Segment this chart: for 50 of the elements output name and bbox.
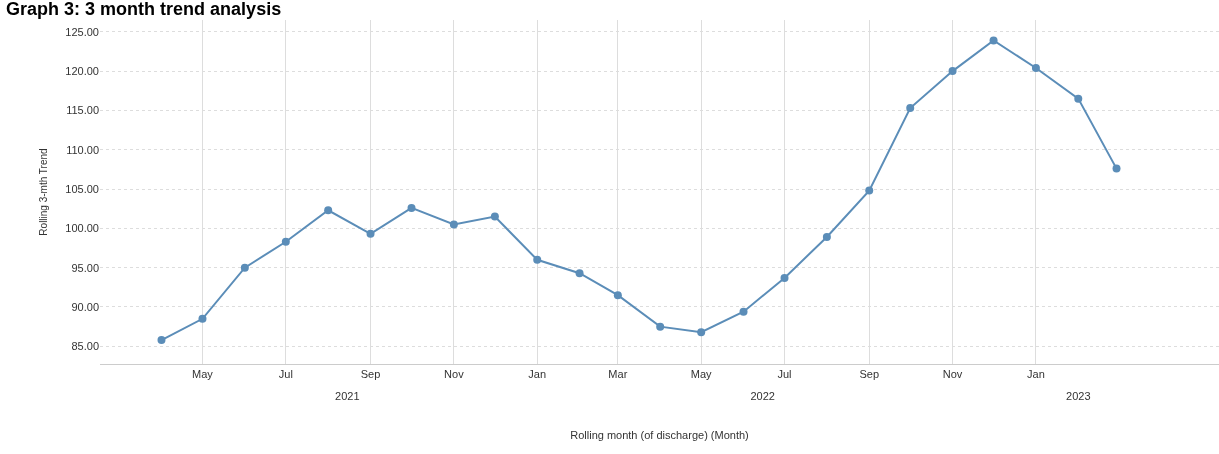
y-tick-label: 100.00 bbox=[65, 222, 99, 235]
x-tick-label: Nov bbox=[942, 368, 963, 381]
x-axis-title: Rolling month (of discharge) (Month) bbox=[570, 429, 749, 442]
point bbox=[366, 229, 375, 238]
point bbox=[906, 104, 915, 113]
y-tick-label: 120.00 bbox=[65, 64, 99, 77]
y-tick-label: 90.00 bbox=[71, 300, 99, 313]
point bbox=[533, 255, 542, 264]
x-tick-label: Jan bbox=[1027, 368, 1045, 381]
point bbox=[407, 203, 416, 212]
point bbox=[281, 237, 290, 246]
point bbox=[1074, 94, 1083, 103]
x-tick-label: May bbox=[192, 368, 214, 381]
x2-tick-label: 2023 bbox=[1066, 390, 1091, 402]
point bbox=[739, 307, 748, 316]
x2-tick-label: 2021 bbox=[335, 390, 360, 402]
point bbox=[948, 67, 957, 76]
y-tick-label: 115.00 bbox=[66, 104, 99, 117]
y-tick-label: 110.00 bbox=[66, 143, 99, 156]
point bbox=[697, 328, 706, 337]
point bbox=[656, 322, 665, 331]
x-tick-label: Sep bbox=[360, 368, 381, 381]
point bbox=[1112, 164, 1121, 173]
x-tick-label: Nov bbox=[444, 368, 465, 381]
x-tick-label: Jan bbox=[528, 368, 547, 381]
point bbox=[822, 233, 831, 242]
x-tick-label: May bbox=[690, 368, 713, 381]
point bbox=[157, 336, 166, 345]
x2-tick-label: 2022 bbox=[750, 390, 775, 402]
point bbox=[780, 273, 789, 282]
y-tick-label: 105.00 bbox=[65, 182, 99, 195]
point bbox=[490, 212, 499, 221]
point bbox=[613, 291, 622, 300]
x-tick-label: Sep bbox=[859, 368, 880, 381]
point bbox=[324, 206, 333, 215]
point bbox=[449, 220, 458, 229]
y-tick-label: 95.00 bbox=[71, 261, 99, 274]
x-tick-label: Mar bbox=[608, 368, 628, 381]
point bbox=[240, 263, 249, 272]
point bbox=[1031, 63, 1040, 72]
point bbox=[198, 314, 207, 323]
y-tick-label: 85.00 bbox=[71, 340, 99, 353]
x-tick-label: Jul bbox=[777, 368, 792, 381]
point bbox=[989, 36, 998, 45]
point bbox=[575, 269, 584, 278]
x-tick-label: Jul bbox=[278, 368, 293, 381]
y-tick-label: 125.00 bbox=[65, 25, 99, 38]
y-axis-title: Rolling 3-mth Trend bbox=[38, 148, 50, 236]
point bbox=[865, 186, 874, 195]
chart-title: Graph 3: 3 month trend analysis bbox=[6, 0, 282, 19]
